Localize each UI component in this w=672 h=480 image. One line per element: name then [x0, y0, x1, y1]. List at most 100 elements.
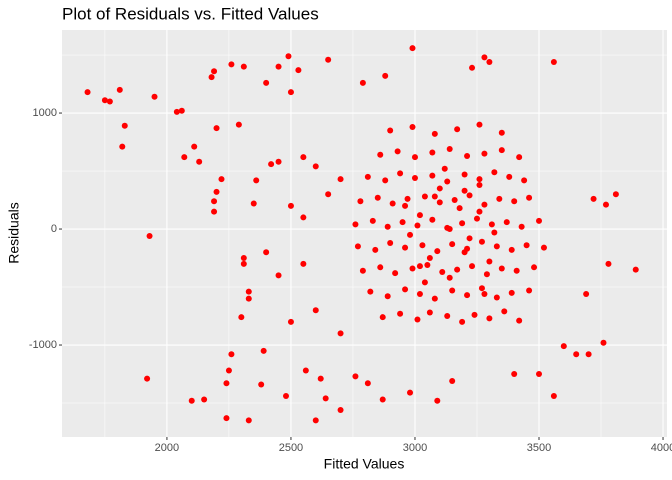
point: [121, 122, 128, 129]
point: [590, 195, 597, 202]
point: [201, 396, 208, 403]
point: [282, 393, 289, 400]
point: [444, 313, 451, 320]
point: [585, 351, 592, 358]
point: [287, 202, 294, 209]
point: [302, 367, 309, 374]
point: [540, 244, 547, 251]
point: [387, 127, 394, 134]
point: [414, 222, 421, 229]
point: [441, 165, 448, 172]
point: [516, 154, 523, 161]
point: [469, 263, 476, 270]
point: [268, 161, 275, 168]
point: [300, 214, 307, 221]
point: [498, 265, 505, 272]
point: [181, 154, 188, 161]
point: [605, 260, 612, 267]
point: [429, 149, 436, 156]
point: [451, 197, 458, 204]
point: [526, 287, 533, 294]
point: [260, 347, 267, 354]
point: [211, 208, 218, 215]
point: [486, 59, 493, 66]
point: [501, 308, 508, 315]
point: [211, 198, 218, 205]
point: [382, 177, 389, 184]
point: [397, 310, 404, 317]
point: [208, 74, 215, 81]
point: [446, 226, 453, 233]
point: [384, 223, 391, 230]
point: [600, 339, 607, 346]
point: [409, 265, 416, 272]
point: [459, 220, 466, 227]
point: [481, 54, 488, 61]
point: [300, 260, 307, 267]
y-tick-label: 1000: [33, 107, 57, 119]
point: [116, 86, 123, 93]
point: [211, 68, 218, 75]
point: [379, 396, 386, 403]
point: [238, 314, 245, 321]
point: [466, 235, 473, 242]
x-tick-label: 3500: [527, 442, 551, 454]
point: [612, 191, 619, 198]
point: [511, 198, 518, 205]
point: [389, 200, 396, 207]
point: [312, 307, 319, 314]
point: [426, 255, 433, 262]
point: [397, 170, 404, 177]
point: [196, 158, 203, 165]
point: [250, 200, 257, 207]
point: [481, 201, 488, 208]
point: [263, 249, 270, 256]
point: [178, 107, 185, 114]
point: [632, 266, 639, 273]
point: [359, 79, 366, 86]
x-axis-title: Fitted Values: [324, 456, 405, 472]
point: [228, 61, 235, 68]
point: [461, 187, 468, 194]
point: [377, 151, 384, 158]
point: [456, 205, 463, 212]
point: [508, 246, 515, 253]
point: [354, 243, 361, 250]
point: [235, 121, 242, 128]
point: [337, 406, 344, 413]
point: [560, 343, 567, 350]
point: [245, 417, 252, 424]
x-tick-label: 2500: [279, 442, 303, 454]
point: [312, 417, 319, 424]
point: [146, 232, 153, 239]
point: [459, 318, 466, 325]
point: [476, 208, 483, 215]
point: [357, 198, 364, 205]
point: [513, 267, 520, 274]
point: [407, 231, 414, 238]
point: [449, 287, 456, 294]
point: [449, 377, 456, 384]
point: [394, 148, 401, 155]
y-tick-label: -1000: [29, 339, 57, 351]
point: [411, 154, 418, 161]
point: [583, 290, 590, 297]
point: [387, 239, 394, 246]
point: [223, 380, 230, 387]
point: [573, 351, 580, 358]
point: [436, 199, 443, 206]
point: [322, 395, 329, 402]
y-tick-label: 0: [51, 223, 57, 235]
point: [317, 375, 324, 382]
point: [402, 286, 409, 293]
point: [352, 373, 359, 380]
point: [119, 143, 126, 150]
point: [446, 274, 453, 281]
point: [312, 163, 319, 170]
point: [436, 185, 443, 192]
point: [493, 243, 500, 250]
point: [240, 63, 247, 70]
point: [151, 93, 158, 100]
point: [426, 309, 433, 316]
